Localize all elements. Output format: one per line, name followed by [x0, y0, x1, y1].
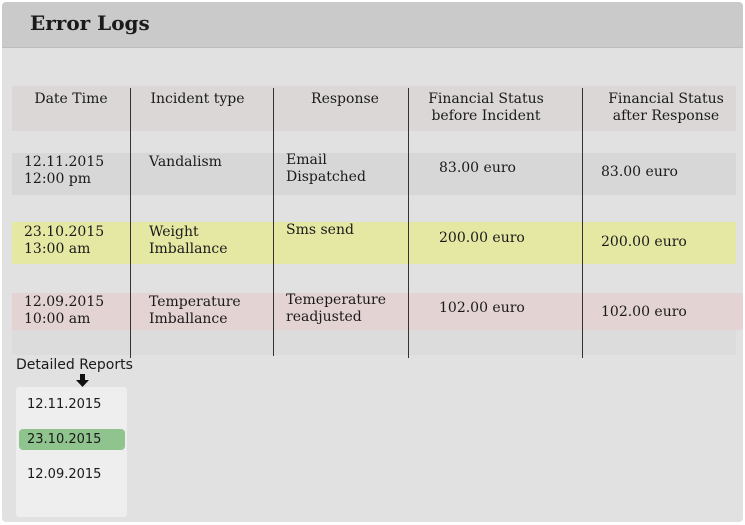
- cell-financial-before: 83.00 euro: [439, 160, 516, 176]
- cell-financial-after: 102.00 euro: [601, 304, 687, 320]
- report-item-selected[interactable]: 23.10.2015: [19, 429, 125, 450]
- cell-financial-before: 200.00 euro: [439, 230, 525, 246]
- cell-incident-type: Weight Imballance: [149, 224, 228, 257]
- column-divider: [582, 88, 583, 358]
- report-item[interactable]: 12.09.2015: [27, 467, 102, 482]
- cell-financial-after: 83.00 euro: [601, 164, 678, 180]
- column-divider: [408, 88, 409, 358]
- column-divider: [130, 88, 131, 358]
- cell-financial-after: 200.00 euro: [601, 234, 687, 250]
- cell-response: Email Dispatched: [286, 152, 366, 185]
- report-item[interactable]: 12.11.2015: [27, 397, 102, 412]
- detailed-reports-label: Detailed Reports: [16, 357, 133, 373]
- cell-datetime: 12.09.2015 10:00 am: [24, 294, 105, 327]
- cell-incident-type: Temperature Imballance: [149, 294, 241, 327]
- cell-datetime: 23.10.2015 13:00 am: [24, 224, 105, 257]
- table-row[interactable]: [12, 222, 736, 264]
- table-row[interactable]: [12, 293, 743, 330]
- down-arrow-icon: [76, 374, 89, 390]
- column-divider: [273, 88, 274, 356]
- column-header-financial-after: Financial Status after Response: [608, 91, 724, 124]
- table-row[interactable]: [12, 153, 736, 195]
- window-title: Error Logs: [30, 11, 150, 35]
- cell-datetime: 12.11.2015 12:00 pm: [24, 154, 105, 187]
- column-header-incident-type: Incident type: [150, 91, 245, 107]
- table-footer-space: [12, 330, 736, 355]
- cell-response: Temeperature readjusted: [286, 292, 387, 325]
- title-bar: Error Logs: [2, 2, 743, 47]
- cell-response: Sms send: [286, 222, 354, 238]
- column-header-date-time: Date Time: [34, 91, 108, 107]
- detailed-reports-list: 12.11.2015 23.10.2015 12.09.2015: [16, 387, 127, 517]
- cell-incident-type: Vandalism: [149, 154, 222, 170]
- table-header: [12, 86, 736, 131]
- column-header-response: Response: [311, 91, 379, 107]
- cell-financial-before: 102.00 euro: [439, 300, 525, 316]
- column-header-financial-before: Financial Status before Incident: [428, 91, 544, 124]
